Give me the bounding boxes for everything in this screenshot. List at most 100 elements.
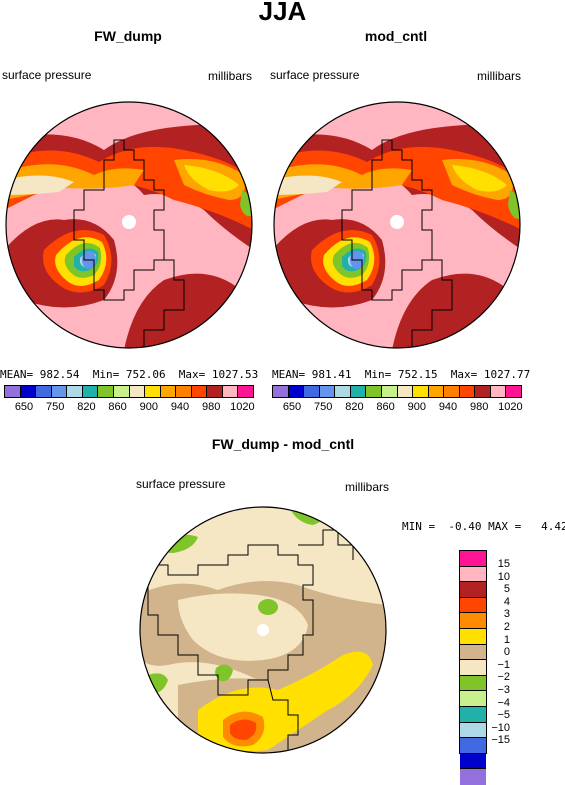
colorbar-label: 0 xyxy=(503,646,510,659)
stats-left: MEAN= 982.54 Min= 752.06 Max= 1027.53 xyxy=(0,368,259,381)
units-label-right: millibars xyxy=(477,69,522,83)
colorbar-swatch xyxy=(67,386,83,397)
colorbar-swatch xyxy=(191,386,208,397)
colorbar-swatch xyxy=(350,386,367,397)
colorbar-right-labels: 650 750 820 860 900 940 980 1020 xyxy=(268,401,538,415)
colorbar-swatch xyxy=(413,386,429,397)
colorbar-label: 820 xyxy=(345,401,364,413)
colorbar-swatch xyxy=(460,706,486,723)
colorbar-swatch xyxy=(366,386,382,397)
colorbar-swatch xyxy=(428,386,445,397)
colorbar-label: −15 xyxy=(491,734,510,747)
colorbar-swatch xyxy=(460,738,486,754)
colorbar-swatch xyxy=(5,386,21,397)
colorbar-swatch xyxy=(460,613,486,629)
colorbar-difference-labels: 15 10 5 4 3 2 1 0 −1 −2 −3 −4 −5 −10 −15 xyxy=(486,550,526,770)
colorbar-label: 860 xyxy=(108,401,127,413)
colorbar-label: 2 xyxy=(503,621,510,633)
colorbar-swatch xyxy=(82,386,99,397)
colorbar-swatch xyxy=(460,628,486,645)
colorbar-label: 980 xyxy=(202,401,221,413)
colorbar-label: 1 xyxy=(503,633,510,646)
colorbar-label: 900 xyxy=(139,401,158,413)
colorbar-swatch xyxy=(129,386,146,397)
polar-map-difference xyxy=(139,506,387,754)
colorbar-swatch xyxy=(98,386,114,397)
variable-label-left: surface pressure xyxy=(2,68,92,82)
units-label-left: millibars xyxy=(208,69,253,83)
colorbar-swatch xyxy=(475,386,491,397)
colorbar-swatch xyxy=(506,386,521,397)
colorbar-label: 650 xyxy=(14,401,34,413)
stats-diff: MIN = -0.40 MAX = 4.42 xyxy=(402,520,565,533)
colorbar-label: 900 xyxy=(407,401,426,413)
colorbar-swatch xyxy=(460,566,486,583)
colorbar-swatch xyxy=(444,386,460,397)
colorbar-right xyxy=(272,385,522,398)
variable-label-right: surface pressure xyxy=(270,68,360,82)
colorbar-swatch xyxy=(381,386,398,397)
main-title: JJA xyxy=(258,0,307,26)
colorbar-swatch xyxy=(460,582,486,598)
panel-title-left: FW_dump xyxy=(94,28,162,44)
colorbar-label: 750 xyxy=(46,401,65,413)
colorbar-label: 4 xyxy=(503,595,510,608)
colorbar-swatch xyxy=(460,551,486,567)
colorbar-swatch xyxy=(222,386,239,397)
colorbar-label: −10 xyxy=(491,721,510,734)
colorbar-swatch xyxy=(51,386,68,397)
colorbar-swatch xyxy=(459,386,476,397)
colorbar-swatch xyxy=(460,675,486,692)
colorbar-swatch xyxy=(460,753,486,770)
colorbar-label: 650 xyxy=(282,401,302,413)
polar-map-right xyxy=(273,101,521,349)
colorbar-difference xyxy=(459,550,487,785)
polar-map-left xyxy=(5,101,253,349)
variable-label-diff: surface pressure xyxy=(136,477,226,491)
colorbar-swatch xyxy=(460,691,486,707)
colorbar-label: 940 xyxy=(438,401,458,413)
colorbar-label: −2 xyxy=(497,671,510,684)
colorbar-swatch xyxy=(319,386,336,397)
colorbar-swatch xyxy=(20,386,37,397)
colorbar-swatch xyxy=(460,597,486,614)
stats-right: MEAN= 981.41 Min= 752.15 Max= 1027.77 xyxy=(272,368,531,381)
colorbar-label: 940 xyxy=(170,401,190,413)
units-label-diff: millibars xyxy=(345,480,390,494)
colorbar-label: 980 xyxy=(470,401,489,413)
colorbar-label: 3 xyxy=(503,608,510,621)
colorbar-swatch xyxy=(176,386,192,397)
colorbar-label: 820 xyxy=(77,401,96,413)
colorbar-swatch xyxy=(113,386,130,397)
colorbar-swatch xyxy=(36,386,52,397)
colorbar-swatch xyxy=(288,386,305,397)
colorbar-swatch xyxy=(490,386,507,397)
colorbar-swatch xyxy=(335,386,351,397)
difference-title: FW_dump - mod_cntl xyxy=(211,436,355,452)
colorbar-label: 5 xyxy=(503,583,510,596)
colorbar-label: 15 xyxy=(497,558,510,570)
colorbar-label: −3 xyxy=(497,684,510,696)
colorbar-left xyxy=(4,385,254,398)
colorbar-label: 1020 xyxy=(498,401,523,413)
colorbar-swatch xyxy=(460,644,486,661)
colorbar-swatch xyxy=(160,386,177,397)
colorbar-swatch xyxy=(273,386,289,397)
colorbar-swatch xyxy=(304,386,320,397)
colorbar-label: −4 xyxy=(497,696,510,709)
colorbar-label: 1020 xyxy=(230,401,255,413)
colorbar-label: −1 xyxy=(497,658,510,671)
colorbar-swatch xyxy=(207,386,223,397)
colorbar-label: 860 xyxy=(376,401,395,413)
colorbar-swatch xyxy=(460,660,486,676)
colorbar-swatch xyxy=(460,769,486,785)
colorbar-swatch xyxy=(238,386,253,397)
colorbar-label: −5 xyxy=(497,709,510,722)
colorbar-label: 750 xyxy=(314,401,333,413)
colorbar-left-labels: 650 750 820 860 900 940 980 1020 xyxy=(0,401,270,415)
colorbar-swatch xyxy=(397,386,414,397)
colorbar-swatch xyxy=(460,722,486,739)
panel-title-right: mod_cntl xyxy=(364,28,428,44)
colorbar-label: 10 xyxy=(497,570,510,583)
colorbar-swatch xyxy=(145,386,161,397)
